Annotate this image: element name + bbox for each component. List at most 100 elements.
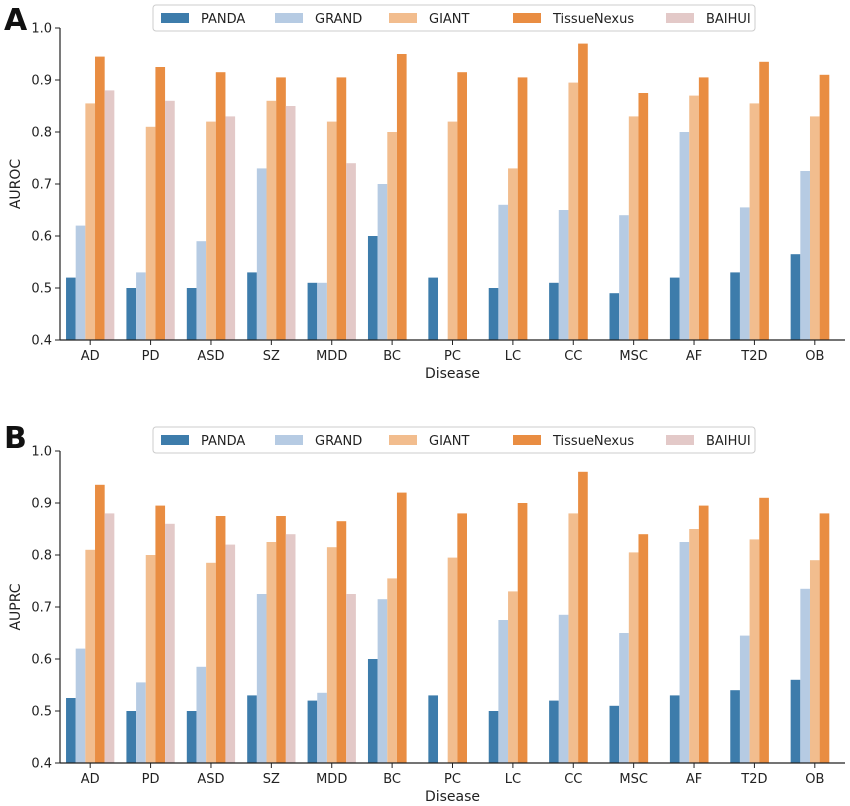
bar-giant-ad <box>85 549 96 763</box>
bar-baihui-sz <box>285 106 296 340</box>
bar-tissuenexus-cc <box>578 471 588 763</box>
bar-grand-ob <box>800 171 810 340</box>
bar-panda-cc <box>549 282 559 340</box>
bar-panda-af <box>669 277 680 340</box>
bar-grand-asd <box>196 666 207 763</box>
bar-tissuenexus-pc <box>457 72 467 340</box>
panel-letter: A <box>4 3 28 38</box>
x-tick-label: PC <box>444 772 461 787</box>
y-tick-label: 0.5 <box>31 282 52 297</box>
bar-panda-ob <box>790 254 801 340</box>
bar-grand-bc <box>377 184 388 340</box>
bar-giant-ad <box>85 103 96 341</box>
bar-panda-ob <box>790 679 801 763</box>
bar-giant-asd <box>206 121 216 340</box>
bar-panda-bc <box>367 236 378 340</box>
y-tick-label: 0.8 <box>31 549 52 564</box>
chart-panel-a: A 0.4 0.5 0.6 0.7 0.8 0.9 1.0 AD PD ASD SZ MDD BC PC LC… <box>4 3 845 382</box>
x-tick-label: MSC <box>619 772 648 787</box>
bar-tissuenexus-msc <box>638 534 649 763</box>
bar-tissuenexus-asd <box>215 516 226 763</box>
x-tick-label: AD <box>81 772 100 787</box>
chart-panel-b: B 0.4 0.5 0.6 0.7 0.8 0.9 1.0 AD PD ASD SZ MDD BC PC LC… <box>4 421 845 805</box>
legend-label-grand: GRAND <box>315 12 362 27</box>
legend-label-giant: GIANT <box>429 434 470 449</box>
bar-giant-msc <box>628 552 639 763</box>
x-tick-label: BC <box>383 772 401 787</box>
bar-grand-pd <box>136 272 146 340</box>
bar-grand-af <box>679 542 690 763</box>
bar-tissuenexus-pd <box>155 505 166 763</box>
bar-tissuenexus-ad <box>95 56 105 340</box>
x-tick-label: CC <box>564 349 582 364</box>
x-tick-label: AD <box>81 349 100 364</box>
x-tick-label: PD <box>142 349 160 364</box>
bar-panda-mdd <box>307 282 318 340</box>
legend-label-grand: GRAND <box>315 434 362 449</box>
x-tick-label: LC <box>505 772 521 787</box>
legend: PANDA GRAND GIANT TissueNexus BAIHUI <box>152 426 756 454</box>
x-tick-label: T2D <box>740 772 767 787</box>
bar-giant-lc <box>508 591 518 763</box>
y-tick-label: 0.4 <box>31 334 52 349</box>
bar-baihui-ad <box>104 513 115 763</box>
bar-grand-lc <box>498 204 509 340</box>
legend-label-panda: PANDA <box>201 12 245 27</box>
bar-panda-ad <box>66 698 76 763</box>
legend-swatch-baihui <box>666 13 694 23</box>
y-tick-label: 0.7 <box>31 178 52 193</box>
y-tick-label: 0.8 <box>31 126 52 141</box>
legend-label-baihui: BAIHUI <box>706 12 751 27</box>
bar-panda-lc <box>488 288 499 340</box>
bar-baihui-ad <box>104 90 115 341</box>
bar-giant-bc <box>387 578 397 763</box>
x-tick-label: ASD <box>197 772 224 787</box>
legend-swatch-panda <box>161 13 189 23</box>
bar-grand-ad <box>75 225 86 340</box>
legend-swatch-panda <box>161 435 189 445</box>
bar-grand-af <box>679 132 690 340</box>
legend-swatch-grand <box>275 435 303 445</box>
bar-baihui-asd <box>225 116 236 341</box>
bar-baihui-asd <box>225 544 236 763</box>
bar-giant-bc <box>387 132 397 340</box>
x-tick-label: MDD <box>316 349 347 364</box>
bar-tissuenexus-mdd <box>336 521 347 763</box>
legend-box <box>152 4 756 32</box>
bar-panda-pd <box>126 288 137 340</box>
bar-tissuenexus-af <box>698 505 709 763</box>
bar-giant-msc <box>628 116 639 341</box>
bar-tissuenexus-asd <box>215 72 226 340</box>
bar-panda-msc <box>609 293 620 340</box>
x-tick-label: CC <box>564 772 582 787</box>
y-tick-label: 0.4 <box>31 757 52 772</box>
bar-panda-ad <box>66 277 76 340</box>
bar-panda-bc <box>367 659 378 763</box>
x-tick-label: MSC <box>619 349 648 364</box>
legend-label-tissuenexus: TissueNexus <box>552 12 634 27</box>
bar-giant-lc <box>508 168 518 340</box>
bar-panda-lc <box>488 711 499 763</box>
x-tick-label: ASD <box>197 349 224 364</box>
bar-giant-cc <box>568 82 579 340</box>
x-tick-label: OB <box>805 772 824 787</box>
legend-box <box>152 426 756 454</box>
bar-panda-asd <box>186 711 197 763</box>
y-tick-label: 1.0 <box>31 22 52 37</box>
bar-grand-mdd <box>317 692 327 763</box>
bar-baihui-mdd <box>346 163 356 340</box>
y-axis-title: AUPRC <box>8 583 24 630</box>
bar-giant-t2d <box>749 103 760 341</box>
y-tick-label: 0.7 <box>31 601 52 616</box>
bar-giant-mdd <box>326 121 337 340</box>
legend-swatch-tissuenexus <box>513 435 541 445</box>
bar-panda-pc <box>428 695 439 763</box>
x-tick-label: LC <box>505 349 521 364</box>
bar-giant-asd <box>206 562 216 763</box>
bar-baihui-sz <box>285 534 296 763</box>
bar-tissuenexus-t2d <box>759 497 769 763</box>
legend-swatch-giant <box>389 435 417 445</box>
y-tick-label: 0.6 <box>31 653 52 668</box>
bar-tissuenexus-t2d <box>759 61 769 341</box>
